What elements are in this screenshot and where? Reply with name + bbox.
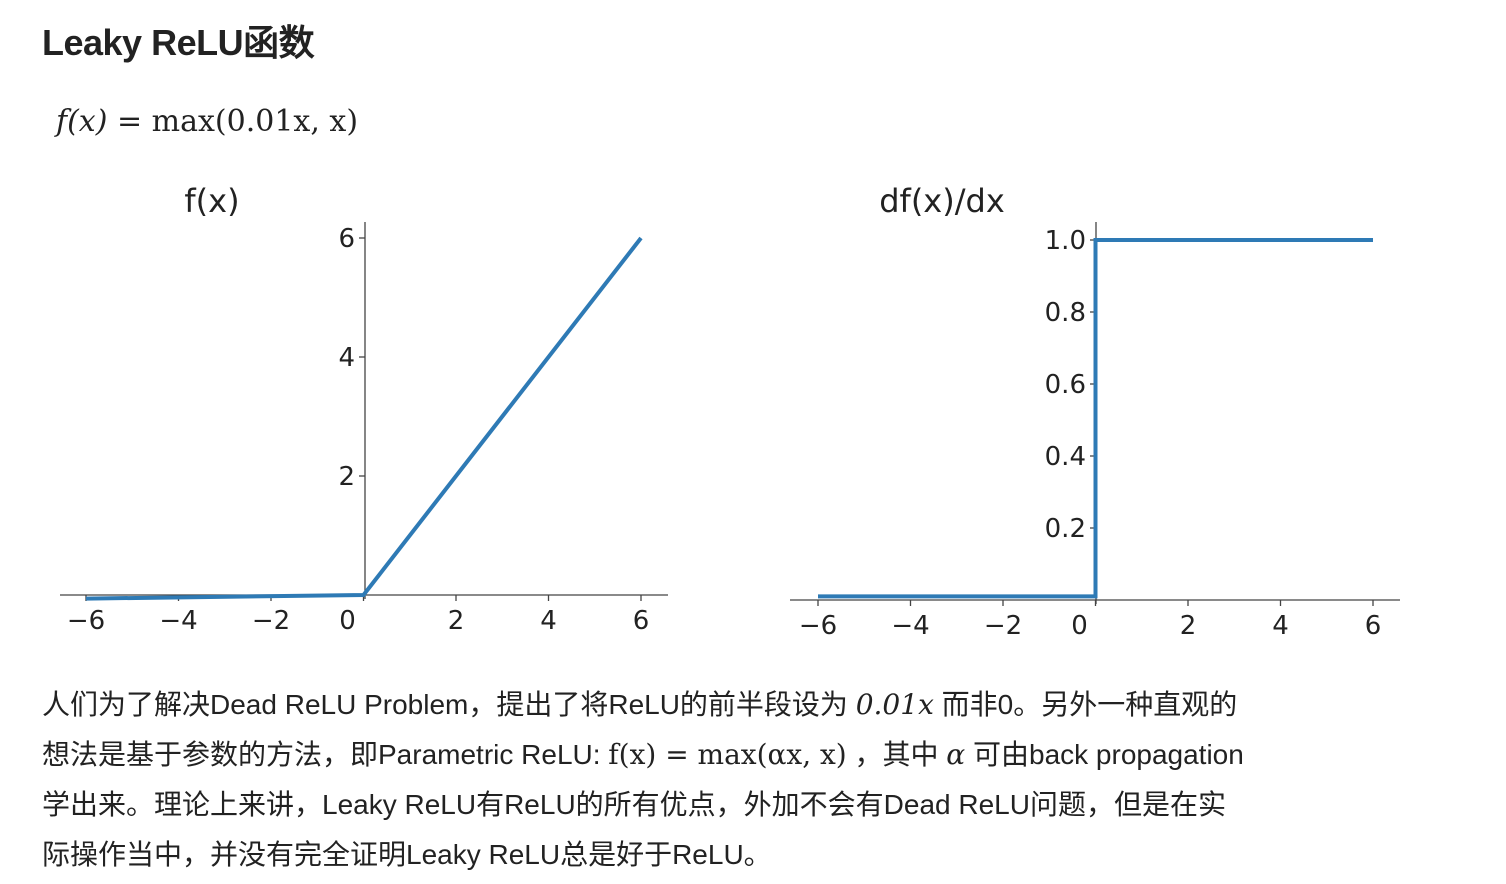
inline-math: f(x) = max(αx, x) [608,738,847,771]
formula-lhs: f(x) [56,104,108,139]
y-tick-label: 2 [338,462,355,492]
x-tick-label: −6 [799,611,837,641]
formula-rhs: max(0.01x, x) [151,104,359,139]
chart-fx: f(x) −6 −4 −2 0 2 4 6 2 4 6 [60,182,668,636]
section-heading: Leaky ReLU函数 [42,22,315,63]
x-tick-label: −4 [891,611,929,641]
charts-figure: f(x) −6 −4 −2 0 2 4 6 2 4 6 df(x)/dx −6 −4 −2 0 2 4 6 0.2 0… [60,182,1400,641]
chart-title: df(x)/dx [879,182,1005,220]
y-tick-label: 4 [338,343,355,373]
paragraph-line-3: 学出来。理论上来讲，Leaky ReLU有ReLU的所有优点，外加不会有Dead… [42,789,1226,820]
x-tick-label: 4 [1272,611,1289,641]
x-tick-label: 2 [448,606,465,636]
inline-math: 0.01x [855,688,934,721]
text-segment: 想法是基于参数的方法，即Parametric ReLU: [42,739,609,770]
y-tick-label: 0.6 [1045,370,1086,400]
inline-math-alpha: α [946,738,966,771]
x-tick-label: 4 [540,606,557,636]
y-tick-label: 0.8 [1045,298,1086,328]
text-segment: 可由back propagation [965,739,1244,770]
chart-title: f(x) [184,182,239,220]
y-tick-label: 0.2 [1045,514,1086,544]
formula-equals: = [116,104,143,139]
paragraph-line-1: 人们为了解决Dead ReLU Problem，提出了将ReLU的前半段设为 0… [42,680,1462,730]
paragraph-line-2: 想法是基于参数的方法，即Parametric ReLU: f(x) = max(… [42,730,1462,780]
paragraph-line-4: 际操作当中，并没有完全证明Leaky ReLU总是好于ReLU。 [42,839,772,870]
x-tick-label: −2 [252,606,290,636]
chart-dfx: df(x)/dx −6 −4 −2 0 2 4 6 0.2 0.4 0.6 0.8 1.0 [790,182,1400,641]
formula: f(x) = max(0.01x, x) [56,104,358,139]
y-tick-label: 1.0 [1045,226,1086,256]
series-line [818,238,1373,599]
x-tick-label: 2 [1180,611,1197,641]
text-segment: 而非0。另外一种直观的 [933,689,1238,720]
text-segment: 人们为了解决Dead ReLU Problem，提出了将ReLU的前半段设为 [42,689,856,720]
y-tick-label: 6 [338,224,355,254]
x-tick-label: 0 [1071,611,1088,641]
x-tick-label: −4 [159,606,197,636]
paragraph: 人们为了解决Dead ReLU Problem，提出了将ReLU的前半段设为 0… [42,680,1462,880]
x-tick-label: 6 [1365,611,1382,641]
x-tick-label: −2 [984,611,1022,641]
text-segment: ，其中 [846,739,947,770]
x-tick-label: 6 [633,606,650,636]
y-tick-label: 0.4 [1045,442,1086,472]
x-tick-label: 0 [339,606,356,636]
x-tick-label: −6 [67,606,105,636]
series-line [85,236,643,601]
